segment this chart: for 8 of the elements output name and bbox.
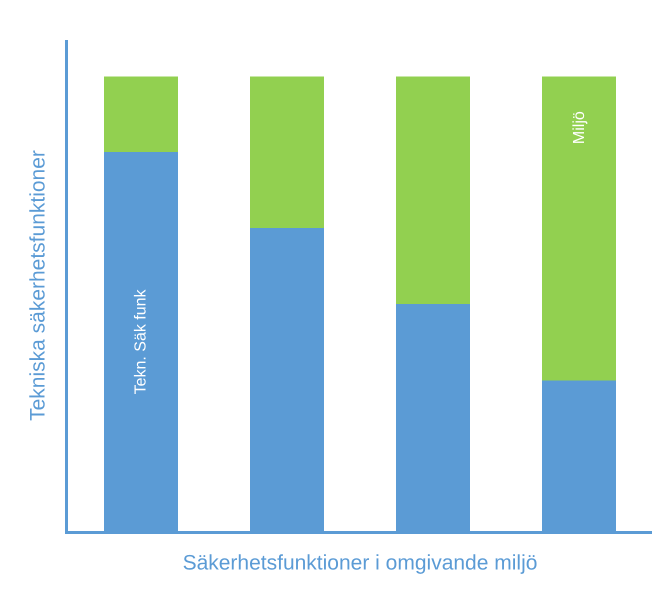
bar (542, 76, 616, 381)
bar (104, 76, 178, 152)
series-label: Miljö (570, 111, 588, 144)
x-axis-title: Säkerhetsfunktioner i omgivande miljö (182, 551, 538, 574)
series-label: Tekn. Säk funk (132, 288, 150, 394)
bar (396, 76, 470, 304)
bar (250, 76, 324, 228)
y-axis-title: Tekniska säkerhetsfunktioner (26, 150, 50, 421)
